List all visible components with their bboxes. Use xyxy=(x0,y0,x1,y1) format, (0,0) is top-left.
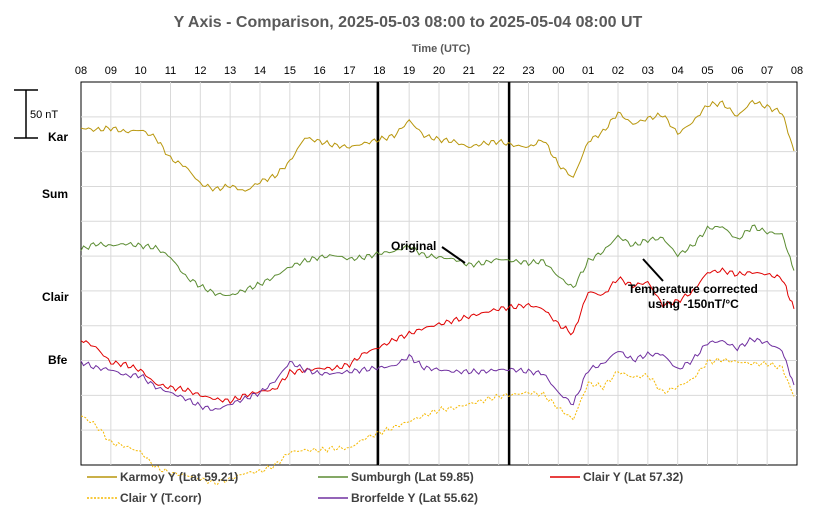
x-tick-label: 21 xyxy=(463,65,475,77)
x-tick-label: 16 xyxy=(314,65,326,77)
x-tick-label: 00 xyxy=(552,65,564,77)
x-tick-label: 03 xyxy=(642,65,654,77)
x-tick-label: 11 xyxy=(165,65,176,77)
x-tick-labels: 08 09 10 11 12 13 14 15 16 17 18 19 20 21 22 23 00 01 02 03… xyxy=(75,65,803,77)
legend-entry: Sumburgh (Lat 59.85) xyxy=(351,470,474,484)
x-tick-label: 22 xyxy=(493,65,505,77)
annotation-temperature: Temperature corrected using -150nT/°C xyxy=(628,258,758,311)
scale-bar-label: 50 nT xyxy=(30,109,58,121)
x-tick-label: 08 xyxy=(791,65,803,77)
x-tick-label: 08 xyxy=(75,65,87,77)
x-tick-label: 06 xyxy=(731,65,743,77)
legend-entry: Clair Y (T.corr) xyxy=(120,491,202,505)
series-clair-tcorr xyxy=(80,357,795,485)
x-axis-label: Time (UTC) xyxy=(412,43,471,55)
x-tick-label: 19 xyxy=(403,65,415,77)
x-tick-label: 02 xyxy=(612,65,624,77)
x-tick-label: 23 xyxy=(522,65,534,77)
series-clair xyxy=(80,267,795,405)
x-tick-label: 17 xyxy=(343,65,355,77)
legend-entry: Clair Y (Lat 57.32) xyxy=(583,470,683,484)
legend-entry: Karmoy Y (Lat 59.21) xyxy=(120,470,238,484)
annotation-original-arrow xyxy=(441,246,466,264)
x-tick-label: 18 xyxy=(373,65,385,77)
scale-bar: 50 nT xyxy=(14,89,58,139)
annotation-original: Original xyxy=(391,239,466,264)
station-label-kar: Kar xyxy=(48,130,68,144)
x-tick-label: 20 xyxy=(433,65,445,77)
x-tick-label: 10 xyxy=(135,65,147,77)
plot-area xyxy=(80,81,798,485)
series-lines xyxy=(80,99,795,485)
annotation-temperature-arrow xyxy=(642,258,664,282)
x-tick-label: 15 xyxy=(284,65,296,77)
vertical-markers xyxy=(376,82,511,465)
series-brorfelde xyxy=(80,337,795,411)
x-tick-label: 13 xyxy=(224,65,236,77)
x-tick-label: 07 xyxy=(761,65,773,77)
x-tick-label: 01 xyxy=(582,65,594,77)
x-tick-label: 05 xyxy=(701,65,713,77)
annotation-temperature-line2: using -150nT/°C xyxy=(648,297,739,311)
x-tick-label: 14 xyxy=(254,65,266,77)
annotation-original-text: Original xyxy=(391,239,436,253)
series-sumburgh xyxy=(80,224,795,297)
legend: Karmoy Y (Lat 59.21) Sumburgh (Lat 59.85)… xyxy=(87,470,683,505)
x-tick-label: 12 xyxy=(194,65,206,77)
chart-title: Y Axis - Comparison, 2025-05-03 08:00 to… xyxy=(174,14,643,31)
station-label-sum: Sum xyxy=(42,187,68,201)
station-label-clair: Clair xyxy=(42,290,69,304)
annotation-temperature-line1: Temperature corrected xyxy=(628,282,758,296)
series-karmoy xyxy=(80,99,795,192)
station-label-bfe: Bfe xyxy=(48,353,68,367)
legend-entry: Brorfelde Y (Lat 55.62) xyxy=(351,491,478,505)
x-tick-label: 04 xyxy=(672,65,684,77)
x-tick-label: 09 xyxy=(105,65,117,77)
